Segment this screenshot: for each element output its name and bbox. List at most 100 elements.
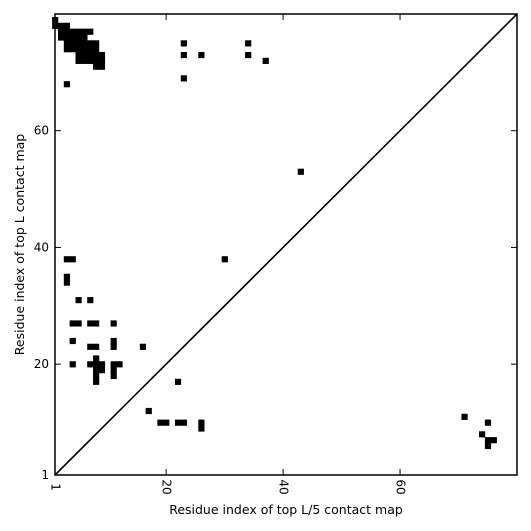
axis-ticks: [54, 13, 518, 476]
top-l-contact-cell: [110, 343, 117, 350]
top-l5-contact-cell: [484, 442, 492, 450]
top-l-contact-cell: [75, 46, 82, 53]
top-l-contact-cell: [98, 63, 106, 70]
top-l-contact-cell: [63, 22, 70, 29]
top-l-contact-cell: [198, 425, 205, 432]
top-l-contact-cell: [93, 40, 100, 47]
top-l-contact-cell: [69, 40, 76, 47]
x-axis-label: Residue index of top L/5 contact map: [169, 502, 403, 517]
top-l-contact-cell: [93, 355, 100, 362]
top-l-contact-cell: [75, 34, 82, 41]
top-l-contact-cell: [110, 337, 117, 345]
top-l-contact-cell: [93, 320, 100, 327]
top-l-contact-cell: [110, 372, 117, 380]
top-l-contact-cell: [157, 419, 164, 426]
top-l-contact-cell: [69, 361, 76, 368]
top-l-contact-cell: [75, 40, 82, 47]
top-l-contact-cell: [81, 57, 88, 64]
top-l-contact-cell: [245, 51, 252, 59]
y-tick-label: 1: [41, 468, 49, 482]
top-l-contact-cell: [75, 28, 82, 35]
top-l-contact-cell: [93, 63, 100, 70]
top-l-contact-cell: [180, 40, 187, 47]
top-l-contact-cell: [87, 51, 94, 59]
top-l-contact-cell: [87, 343, 94, 350]
top-l-contact-cell: [93, 46, 100, 53]
top-l-contact-cell: [63, 273, 70, 280]
top-l5-contact-cell: [490, 437, 497, 444]
top-l-contact-cell: [63, 46, 70, 53]
plot-frame: [54, 13, 518, 476]
top-l-contact-cell: [297, 168, 304, 175]
top-l-contact-cell: [63, 28, 70, 35]
top-l-contact-cell: [87, 361, 94, 368]
top-l-contact-cell: [87, 57, 94, 64]
top-l-contact-cell: [63, 40, 70, 47]
top-l-contact-cell: [174, 419, 182, 426]
top-l-contact-cell: [87, 28, 94, 35]
top-l-contact-cell: [57, 28, 65, 35]
axis-tick-labels: 1 20 40 60 1 20 40 60: [34, 124, 408, 495]
top-l-contact-cell: [63, 81, 70, 88]
top-l-contact-cell: [180, 51, 187, 59]
top-l-contact-cell: [63, 34, 70, 41]
top-l-contact-cell: [87, 297, 94, 304]
top-l-contact-cell: [81, 51, 88, 59]
top-l5-contact-cell: [484, 419, 492, 426]
top-l-contact-cell: [198, 419, 205, 426]
top-l-contact-cell: [63, 256, 70, 263]
top-l-contact-cell: [57, 22, 65, 29]
top-l-contact-cell: [75, 320, 82, 327]
top-l-contact-cell: [98, 361, 106, 368]
top-l-contact-cell: [69, 337, 76, 345]
top-l-contact-cell: [93, 51, 100, 59]
top-l-contact-cell: [110, 361, 117, 368]
top-l-contact-cell: [110, 367, 117, 374]
y-tick-label: 20: [34, 357, 49, 371]
top-l-contact-cell: [98, 367, 106, 374]
top-l-contact-cell: [81, 28, 88, 35]
top-l-contact-cell: [69, 320, 76, 327]
x-tick-label: 1: [49, 483, 63, 491]
y-axis-label: Residue index of top L contact map: [12, 134, 27, 355]
diagonal-line: [54, 13, 518, 476]
top-l5-contact-cell: [484, 437, 492, 444]
top-l-contact-cell: [69, 46, 76, 53]
top-l-contact-cell: [262, 57, 269, 64]
top-l-contact-cell: [98, 57, 106, 64]
y-tick-label: 40: [34, 240, 49, 254]
top-l-contact-cell: [93, 361, 100, 368]
top-l-contact-cell: [93, 367, 100, 374]
top-l-contact-cell: [57, 34, 65, 41]
top-l-contact-cell: [221, 256, 228, 263]
y-tick-label: 60: [34, 124, 49, 138]
top-l-contact-cell: [163, 419, 170, 426]
top-l-contact-cell: [81, 46, 88, 53]
top-l-contact-cell: [81, 40, 88, 47]
top-l-contact-cell: [63, 279, 70, 286]
top-l-contact-cell: [75, 297, 82, 304]
top-l-contact-cell: [198, 51, 205, 59]
contact-cells: [52, 16, 497, 450]
top-l-contact-cell: [69, 28, 76, 35]
x-tick-label: 40: [277, 479, 291, 494]
top-l-contact-cell: [93, 343, 100, 350]
top-l-contact-cell: [145, 407, 152, 415]
top-l-contact-cell: [93, 378, 100, 385]
top-l-contact-cell: [93, 372, 100, 380]
top-l-contact-cell: [139, 343, 147, 350]
top-l-contact-cell: [81, 34, 88, 41]
top-l-contact-cell: [245, 40, 252, 47]
x-tick-label: 20: [160, 479, 174, 494]
top-l-contact-cell: [69, 256, 76, 263]
top-l-contact-cell: [75, 51, 82, 59]
top-l-contact-cell: [87, 40, 94, 47]
top-l-contact-cell: [87, 46, 94, 53]
top-l-contact-cell: [69, 34, 76, 41]
top-l-contact-cell: [180, 419, 187, 426]
top-l-contact-cell: [87, 320, 94, 327]
top-l-contact-cell: [174, 378, 182, 385]
top-l-contact-cell: [110, 320, 117, 327]
top-l-contact-cell: [98, 51, 106, 59]
